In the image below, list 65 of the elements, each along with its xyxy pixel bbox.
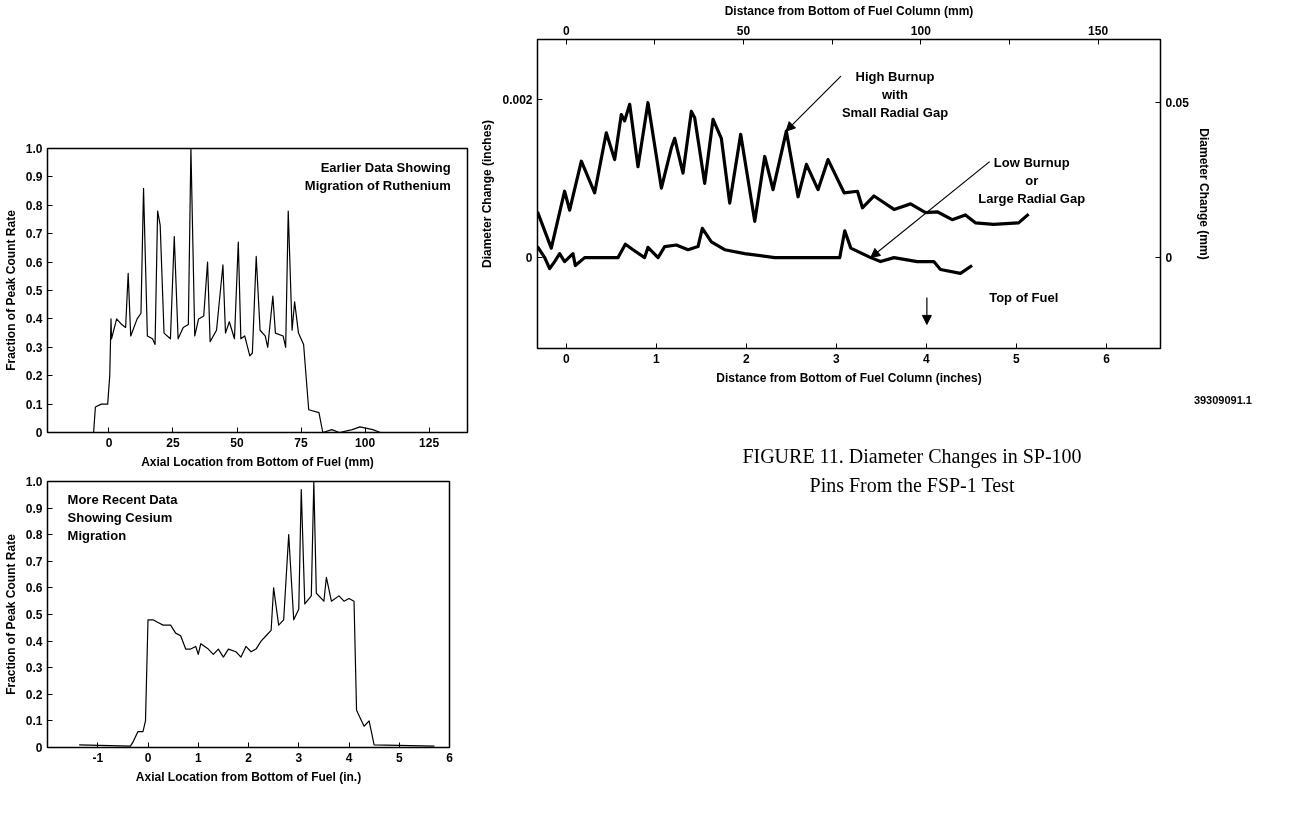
x-tick-label: 1	[194, 750, 202, 765]
x2-tick-label: 150	[1088, 23, 1109, 38]
x-tick-label: 5	[1013, 351, 1021, 366]
y-tick-label: 0.3	[25, 340, 43, 355]
x2-axis-title: Distance from Bottom of Fuel Column (mm)	[724, 3, 974, 18]
y-tick-label: 0.1	[25, 397, 43, 412]
y-tick-label: 0.5	[25, 284, 43, 298]
y-axis-title: Fraction of Peak Count Rate	[3, 209, 18, 371]
y-tick-label: 1.0	[25, 475, 43, 489]
y-axis-title: Diameter Change (inches)	[480, 119, 495, 269]
x-tick-label: 0	[562, 351, 570, 366]
annotation: Low Burnup or Large Radial Gap	[978, 155, 1086, 207]
x-tick-label: 4	[923, 351, 931, 366]
x-axis-title: Axial Location from Bottom of Fuel (mm)	[141, 454, 374, 469]
y-tick-label: 0.002	[502, 93, 533, 108]
annotation: High Burnup with Small Radial Gap	[841, 68, 949, 120]
x-tick-label: 125	[419, 435, 440, 450]
y2-axis-title: Diameter Change (mm)	[1196, 128, 1211, 260]
x-tick-label: 0	[105, 435, 113, 450]
y-tick-label: 0.6	[25, 255, 43, 270]
x-axis-title: Axial Location from Bottom of Fuel (in.)	[135, 769, 362, 784]
x-tick-label: 2	[743, 351, 751, 366]
y2-tick-label: 0.05	[1165, 95, 1190, 110]
y-tick-label: 0.1	[25, 714, 43, 729]
x2-tick-label: 0	[562, 23, 570, 38]
y2-tick-label: 0	[1165, 251, 1173, 266]
y-tick-label: 0.7	[25, 554, 43, 569]
y-tick-label: 0.3	[25, 661, 43, 676]
y-tick-label: 0.4	[25, 312, 43, 327]
x2-tick-label: 100	[910, 23, 932, 38]
y-tick-label: 0	[35, 426, 43, 440]
x-tick-label: -1	[92, 750, 104, 765]
y-tick-label: 0.2	[25, 687, 43, 702]
y-tick-label: 0.4	[25, 634, 43, 649]
x-tick-label: 2	[245, 750, 253, 765]
x-tick-label: 25	[166, 435, 180, 450]
x-tick-label: 75	[294, 435, 309, 450]
y-tick-label: 0.6	[25, 581, 43, 596]
x-tick-label: 50	[230, 435, 245, 450]
y-tick-label: 0.9	[25, 501, 43, 516]
y-tick-label: 0.8	[25, 528, 43, 543]
y-axis-title: Fraction of Peak Count Rate	[3, 533, 18, 695]
annotation: Earlier Data Showing Migration of Ruthenium	[304, 159, 451, 193]
x-tick-label: 6	[446, 750, 454, 765]
x-tick-label: 3	[833, 351, 841, 366]
caption: FIGURE 11. Diameter Changes in SP-100 Pins From the FSP-1 Test	[741, 444, 1083, 498]
x-axis-title: Distance from Bottom of Fuel Column (inches)	[716, 370, 982, 385]
x-tick-label: 5	[395, 750, 403, 765]
x-tick-label: 100	[355, 435, 376, 450]
y-tick-label: 0	[35, 741, 43, 755]
y-tick-label: 0.5	[25, 608, 43, 622]
y-tick-label: 0.2	[25, 369, 43, 384]
y-tick-label: 0.9	[25, 170, 43, 185]
x-tick-label: 0	[144, 750, 152, 765]
x-tick-label: 6	[1103, 351, 1111, 366]
annotation: More Recent Data Showing Cesium Migration	[67, 492, 179, 544]
x2-tick-label: 50	[736, 23, 751, 38]
x-tick-label: 4	[345, 750, 353, 765]
y-tick-label: 0.8	[25, 198, 43, 213]
x-tick-label: 1	[653, 351, 660, 366]
annotation: Top of Fuel	[989, 290, 1059, 306]
y-tick-label: 0.7	[25, 227, 43, 242]
text: 39309091.1	[1192, 393, 1252, 408]
x-tick-label: 3	[295, 750, 303, 765]
y-tick-label: 1.0	[25, 142, 43, 156]
